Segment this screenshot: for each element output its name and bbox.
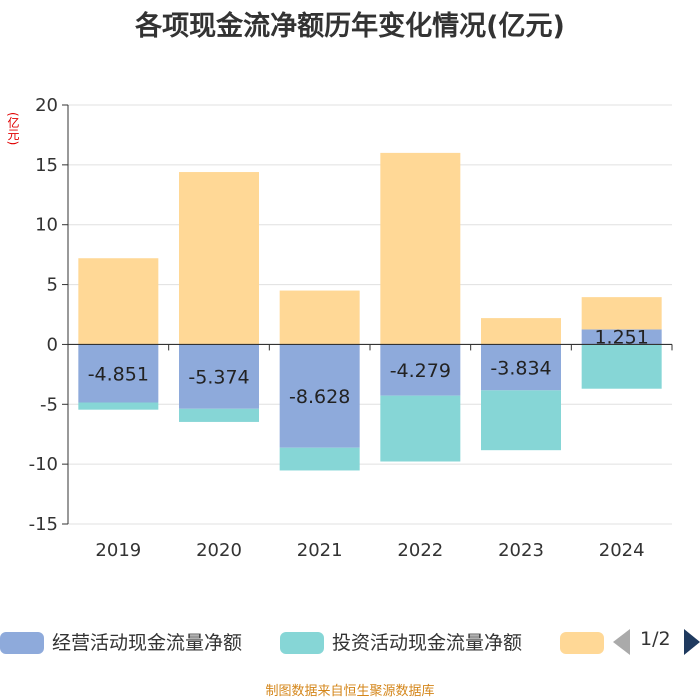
bar-2023-series-2 — [481, 318, 561, 345]
legend: 经营活动现金流量净额 投资活动现金流量净额 — [0, 624, 700, 660]
legend-swatch-financing — [560, 632, 604, 654]
bar-2019-series-2 — [78, 258, 159, 345]
data-label-2021: -8.628 — [289, 386, 350, 408]
data-label-2020: -5.374 — [188, 367, 249, 389]
axis-layer: 20 15 10 5 0 -5 -10 -15 2019 2020 2021 2022 2023 2024 — [29, 95, 673, 561]
y-tick-label: 5 — [47, 275, 58, 296]
y-tick-label: -15 — [29, 514, 58, 535]
bar-layer — [78, 152, 662, 471]
label-layer: -4.851 -5.374 -8.628 -4.279 -3.834 1.251 — [88, 326, 649, 408]
bar-2020-series-1 — [179, 408, 259, 422]
x-tick-label: 2021 — [297, 540, 343, 561]
bar-2024-series-1 — [581, 344, 662, 389]
y-tick-label: 15 — [35, 155, 58, 176]
legend-prev-page-icon[interactable] — [613, 629, 630, 655]
bar-2022-series-1 — [380, 395, 461, 462]
data-label-2019: -4.851 — [88, 363, 149, 385]
x-tick-label: 2022 — [397, 540, 443, 561]
bar-2019-series-1 — [78, 402, 159, 410]
bar-2023-series-0 — [481, 344, 561, 391]
data-label-2024: 1.251 — [594, 326, 648, 348]
y-tick-label: 20 — [35, 95, 58, 116]
bar-2022-series-2 — [380, 152, 461, 345]
bar-2020-series-0 — [179, 344, 259, 409]
bar-2021-series-2 — [279, 290, 360, 345]
y-tick-label: -10 — [29, 454, 58, 475]
x-tick-label: 2024 — [599, 540, 645, 561]
chart-title: 各项现金流净额历年变化情况(亿元) — [135, 11, 565, 42]
x-tick-label: 2019 — [95, 540, 141, 561]
legend-page-indicator: 1/2 — [640, 628, 671, 650]
bar-2024-series-2 — [581, 297, 662, 330]
grid-layer — [68, 104, 672, 525]
y-tick-label: 0 — [47, 334, 58, 355]
bar-2020-series-2 — [179, 172, 259, 345]
bar-2024-series-0 — [581, 329, 662, 345]
bar-2021-series-0 — [279, 344, 360, 448]
y-tick-label: 10 — [35, 215, 58, 236]
legend-swatch-operating — [0, 632, 44, 654]
legend-swatch-investing — [280, 632, 324, 654]
x-tick-label: 2023 — [498, 540, 544, 561]
bar-2021-series-1 — [279, 447, 360, 471]
legend-next-page-icon[interactable] — [684, 629, 700, 655]
bar-2022-series-0 — [380, 344, 461, 396]
legend-label-operating: 经营活动现金流量净额 — [52, 632, 243, 654]
y-tick-label: -5 — [40, 394, 58, 415]
y-axis-unit-label: (亿元) — [6, 112, 20, 146]
source-note: 制图数据来自恒生聚源数据库 — [265, 684, 435, 699]
bar-2019-series-0 — [78, 344, 159, 403]
legend-label-investing: 投资活动现金流量净额 — [332, 632, 523, 654]
data-label-2022: -4.279 — [390, 360, 451, 382]
bar-2023-series-1 — [481, 390, 561, 451]
data-label-2023: -3.834 — [490, 357, 551, 379]
bar-chart: 20 15 10 5 0 -5 -10 -15 2019 2020 2021 2022 2023 2024… — [29, 95, 673, 561]
x-tick-label: 2020 — [196, 540, 242, 561]
